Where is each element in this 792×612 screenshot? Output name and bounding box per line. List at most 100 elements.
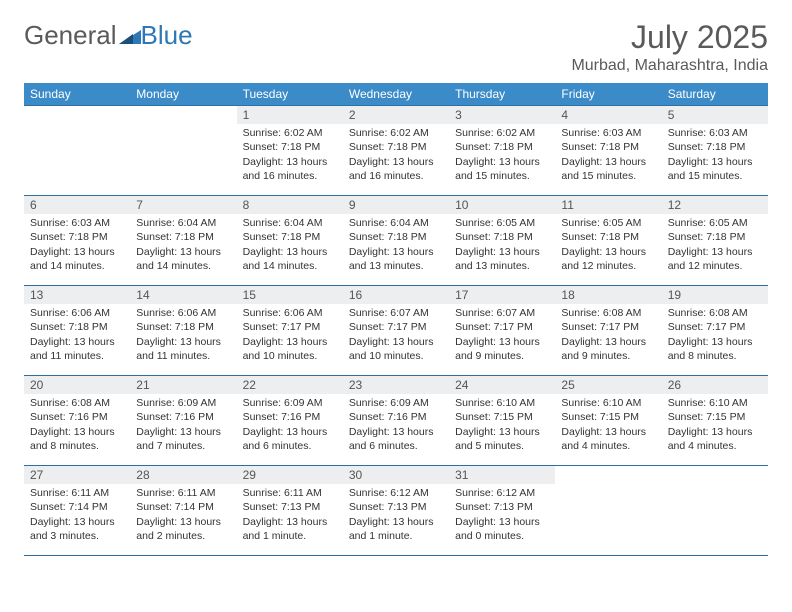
calendar-cell: 26Sunrise: 6:10 AMSunset: 7:15 PMDayligh… xyxy=(662,376,768,466)
calendar-week-row: 27Sunrise: 6:11 AMSunset: 7:14 PMDayligh… xyxy=(24,466,768,556)
day-number: 25 xyxy=(555,376,661,394)
sunrise-line: Sunrise: 6:11 AM xyxy=(30,486,124,500)
sunrise-line: Sunrise: 6:03 AM xyxy=(668,126,762,140)
sunset-line: Sunset: 7:18 PM xyxy=(455,140,549,154)
calendar-cell: 22Sunrise: 6:09 AMSunset: 7:16 PMDayligh… xyxy=(237,376,343,466)
day-content: Sunrise: 6:03 AMSunset: 7:18 PMDaylight:… xyxy=(24,214,130,279)
day-number: 9 xyxy=(343,196,449,214)
weekday-header: Thursday xyxy=(449,83,555,106)
day-number: 14 xyxy=(130,286,236,304)
weekday-header-row: SundayMondayTuesdayWednesdayThursdayFrid… xyxy=(24,83,768,106)
daylight-line: Daylight: 13 hours and 11 minutes. xyxy=(30,335,124,363)
sunset-line: Sunset: 7:16 PM xyxy=(136,410,230,424)
sunrise-line: Sunrise: 6:03 AM xyxy=(561,126,655,140)
header: General Blue July 2025 Murbad, Maharasht… xyxy=(24,20,768,75)
sunrise-line: Sunrise: 6:03 AM xyxy=(30,216,124,230)
daylight-line: Daylight: 13 hours and 2 minutes. xyxy=(136,515,230,543)
sunset-line: Sunset: 7:18 PM xyxy=(243,230,337,244)
calendar-cell xyxy=(555,466,661,556)
day-number: 6 xyxy=(24,196,130,214)
day-number: 10 xyxy=(449,196,555,214)
sunset-line: Sunset: 7:18 PM xyxy=(668,140,762,154)
day-content: Sunrise: 6:09 AMSunset: 7:16 PMDaylight:… xyxy=(343,394,449,459)
sunrise-line: Sunrise: 6:10 AM xyxy=(455,396,549,410)
logo-text-blue: Blue xyxy=(141,20,193,51)
day-content: Sunrise: 6:08 AMSunset: 7:17 PMDaylight:… xyxy=(555,304,661,369)
sunset-line: Sunset: 7:18 PM xyxy=(561,230,655,244)
month-title: July 2025 xyxy=(571,20,768,55)
daylight-line: Daylight: 13 hours and 0 minutes. xyxy=(455,515,549,543)
sunset-line: Sunset: 7:18 PM xyxy=(30,230,124,244)
daylight-line: Daylight: 13 hours and 9 minutes. xyxy=(455,335,549,363)
calendar-cell xyxy=(662,466,768,556)
daylight-line: Daylight: 13 hours and 14 minutes. xyxy=(243,245,337,273)
sunset-line: Sunset: 7:18 PM xyxy=(668,230,762,244)
day-number: 15 xyxy=(237,286,343,304)
day-number: 5 xyxy=(662,106,768,124)
sunrise-line: Sunrise: 6:05 AM xyxy=(668,216,762,230)
sunrise-line: Sunrise: 6:12 AM xyxy=(349,486,443,500)
sunrise-line: Sunrise: 6:07 AM xyxy=(455,306,549,320)
day-number: 26 xyxy=(662,376,768,394)
calendar-cell: 18Sunrise: 6:08 AMSunset: 7:17 PMDayligh… xyxy=(555,286,661,376)
calendar-cell: 4Sunrise: 6:03 AMSunset: 7:18 PMDaylight… xyxy=(555,106,661,196)
sunset-line: Sunset: 7:15 PM xyxy=(561,410,655,424)
sunset-line: Sunset: 7:17 PM xyxy=(243,320,337,334)
daylight-line: Daylight: 13 hours and 10 minutes. xyxy=(243,335,337,363)
daylight-line: Daylight: 13 hours and 9 minutes. xyxy=(561,335,655,363)
day-content: Sunrise: 6:05 AMSunset: 7:18 PMDaylight:… xyxy=(449,214,555,279)
calendar-cell: 30Sunrise: 6:12 AMSunset: 7:13 PMDayligh… xyxy=(343,466,449,556)
day-content: Sunrise: 6:12 AMSunset: 7:13 PMDaylight:… xyxy=(449,484,555,549)
sunrise-line: Sunrise: 6:04 AM xyxy=(243,216,337,230)
sunset-line: Sunset: 7:18 PM xyxy=(30,320,124,334)
day-content: Sunrise: 6:08 AMSunset: 7:17 PMDaylight:… xyxy=(662,304,768,369)
day-number: 22 xyxy=(237,376,343,394)
day-number: 16 xyxy=(343,286,449,304)
sunrise-line: Sunrise: 6:02 AM xyxy=(349,126,443,140)
sunset-line: Sunset: 7:18 PM xyxy=(136,230,230,244)
sunrise-line: Sunrise: 6:10 AM xyxy=(561,396,655,410)
calendar-cell: 5Sunrise: 6:03 AMSunset: 7:18 PMDaylight… xyxy=(662,106,768,196)
daylight-line: Daylight: 13 hours and 5 minutes. xyxy=(455,425,549,453)
daylight-line: Daylight: 13 hours and 8 minutes. xyxy=(668,335,762,363)
day-content: Sunrise: 6:07 AMSunset: 7:17 PMDaylight:… xyxy=(343,304,449,369)
daylight-line: Daylight: 13 hours and 13 minutes. xyxy=(349,245,443,273)
daylight-line: Daylight: 13 hours and 15 minutes. xyxy=(668,155,762,183)
sunset-line: Sunset: 7:15 PM xyxy=(668,410,762,424)
day-content: Sunrise: 6:03 AMSunset: 7:18 PMDaylight:… xyxy=(662,124,768,189)
day-number: 29 xyxy=(237,466,343,484)
day-content: Sunrise: 6:10 AMSunset: 7:15 PMDaylight:… xyxy=(555,394,661,459)
daylight-line: Daylight: 13 hours and 6 minutes. xyxy=(349,425,443,453)
calendar-week-row: 13Sunrise: 6:06 AMSunset: 7:18 PMDayligh… xyxy=(24,286,768,376)
day-content: Sunrise: 6:02 AMSunset: 7:18 PMDaylight:… xyxy=(237,124,343,189)
day-content: Sunrise: 6:07 AMSunset: 7:17 PMDaylight:… xyxy=(449,304,555,369)
sunset-line: Sunset: 7:18 PM xyxy=(243,140,337,154)
day-number: 23 xyxy=(343,376,449,394)
calendar-cell: 11Sunrise: 6:05 AMSunset: 7:18 PMDayligh… xyxy=(555,196,661,286)
sunset-line: Sunset: 7:13 PM xyxy=(455,500,549,514)
sunrise-line: Sunrise: 6:06 AM xyxy=(243,306,337,320)
logo-text-general: General xyxy=(24,20,117,51)
calendar-cell: 23Sunrise: 6:09 AMSunset: 7:16 PMDayligh… xyxy=(343,376,449,466)
calendar-cell: 28Sunrise: 6:11 AMSunset: 7:14 PMDayligh… xyxy=(130,466,236,556)
title-block: July 2025 Murbad, Maharashtra, India xyxy=(571,20,768,75)
day-content: Sunrise: 6:09 AMSunset: 7:16 PMDaylight:… xyxy=(237,394,343,459)
sunset-line: Sunset: 7:18 PM xyxy=(349,140,443,154)
calendar-cell: 7Sunrise: 6:04 AMSunset: 7:18 PMDaylight… xyxy=(130,196,236,286)
sunrise-line: Sunrise: 6:02 AM xyxy=(243,126,337,140)
calendar-cell xyxy=(130,106,236,196)
calendar-week-row: 6Sunrise: 6:03 AMSunset: 7:18 PMDaylight… xyxy=(24,196,768,286)
sunset-line: Sunset: 7:17 PM xyxy=(561,320,655,334)
day-content: Sunrise: 6:08 AMSunset: 7:16 PMDaylight:… xyxy=(24,394,130,459)
day-content: Sunrise: 6:03 AMSunset: 7:18 PMDaylight:… xyxy=(555,124,661,189)
day-number: 4 xyxy=(555,106,661,124)
day-number: 19 xyxy=(662,286,768,304)
day-number: 28 xyxy=(130,466,236,484)
sunrise-line: Sunrise: 6:07 AM xyxy=(349,306,443,320)
day-content: Sunrise: 6:04 AMSunset: 7:18 PMDaylight:… xyxy=(237,214,343,279)
daylight-line: Daylight: 13 hours and 12 minutes. xyxy=(561,245,655,273)
sunrise-line: Sunrise: 6:10 AM xyxy=(668,396,762,410)
daylight-line: Daylight: 13 hours and 13 minutes. xyxy=(455,245,549,273)
calendar-table: SundayMondayTuesdayWednesdayThursdayFrid… xyxy=(24,83,768,556)
sunset-line: Sunset: 7:18 PM xyxy=(455,230,549,244)
